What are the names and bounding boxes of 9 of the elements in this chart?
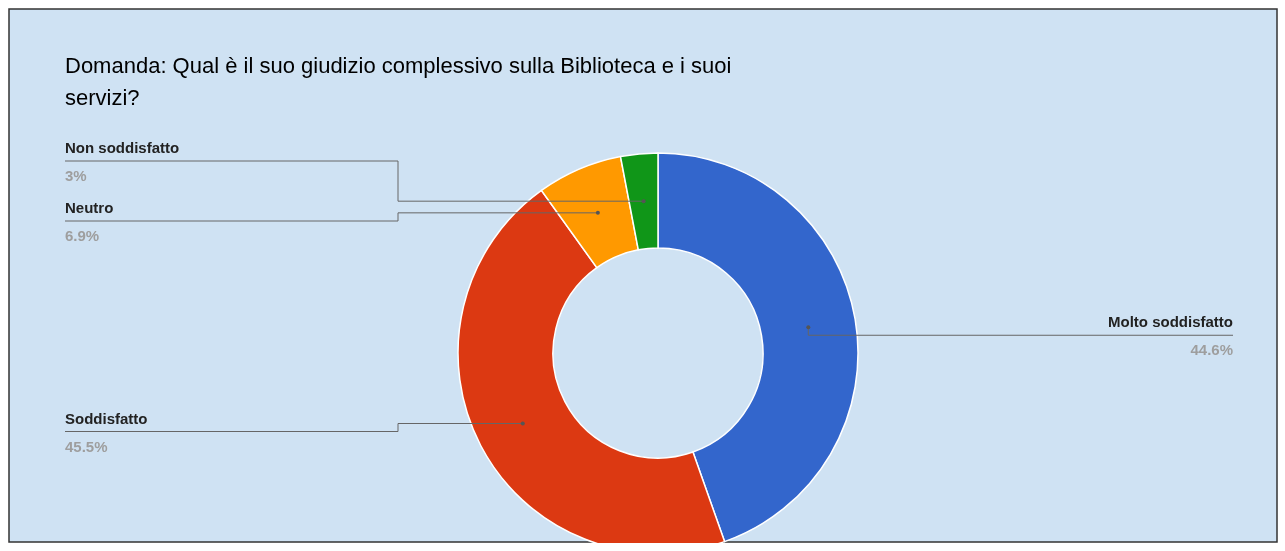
data-label: 44.6% bbox=[1190, 341, 1233, 359]
slice-label: Non soddisfatto bbox=[65, 139, 180, 156]
data-label: 3% bbox=[65, 167, 87, 184]
slice-label: Soddisfatto bbox=[65, 409, 148, 427]
data-label: 45.5% bbox=[65, 437, 108, 455]
slice-label: Molto soddisfatto bbox=[1108, 313, 1233, 331]
slice-label: Neutro bbox=[65, 199, 114, 216]
chart-title: Domanda: Qual è il suo giudizio complessivo sulla Biblioteca e i suoi servizi? bbox=[65, 53, 732, 110]
data-label: 6.9% bbox=[65, 227, 100, 244]
